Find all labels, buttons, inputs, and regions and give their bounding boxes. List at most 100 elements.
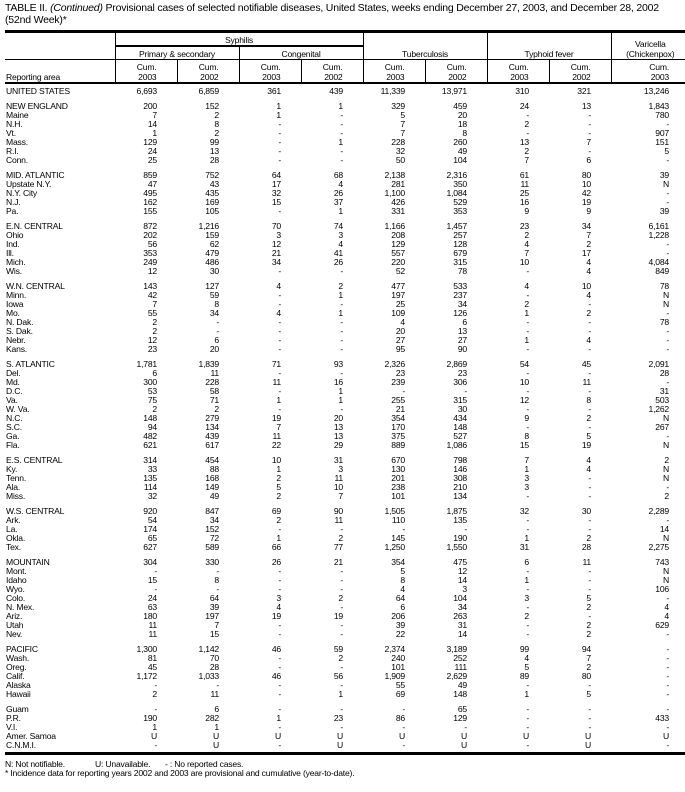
reporting-area-cell: Colo.	[6, 593, 26, 603]
value-cell: -	[464, 524, 468, 534]
value-cell: U	[523, 731, 530, 741]
value-cell: -	[526, 386, 530, 396]
cum-year: 2003	[650, 72, 670, 82]
reporting-area-cell: Nev.	[6, 629, 23, 639]
value-cell: 1,166	[384, 221, 406, 231]
value-cell: 31	[659, 386, 670, 396]
value-cell: 10	[333, 482, 344, 492]
value-cell: 110	[391, 515, 406, 525]
value-cell: 621	[143, 440, 157, 450]
value-cell: 52	[395, 266, 406, 276]
value-cell: 49	[209, 491, 219, 501]
value-cell: 7	[152, 110, 157, 120]
value-cell: 34	[209, 515, 219, 525]
value-cell: 12	[147, 266, 157, 276]
reporting-area-cell: Minn.	[6, 290, 27, 300]
value-cell: -	[588, 344, 592, 354]
value-cell: 4	[586, 455, 592, 465]
value-cell: 206	[391, 611, 406, 621]
value-cell: 23	[147, 344, 157, 354]
value-cell: -	[278, 524, 281, 534]
table-row: E.S. CENTRAL 314 454 10 31 670 798 7 4 2	[5, 456, 685, 465]
value-cell: 529	[453, 197, 468, 207]
cum-label: Cum.	[260, 62, 281, 72]
value-cell: 28	[209, 155, 219, 165]
value-cell: -	[278, 368, 281, 378]
value-cell: 7	[276, 422, 281, 432]
value-cell: 1	[338, 395, 344, 405]
header-cum-2003: Cum. 2003	[610, 59, 685, 84]
value-cell: -	[154, 566, 157, 576]
value-cell: 4	[524, 281, 530, 291]
value-cell: 26	[333, 257, 344, 267]
value-cell: -	[278, 575, 281, 585]
reporting-area-cell: Alaska	[6, 680, 31, 690]
value-cell: N	[663, 473, 670, 483]
table-row: N. Dak. 2 - - - 4 6 - - 78	[5, 318, 685, 327]
value-cell: 93	[333, 359, 344, 369]
table-row: Okla. 65 72 1 2 145 190 1 2 N	[5, 534, 685, 543]
value-cell: 617	[205, 440, 219, 450]
value-cell: 78	[659, 317, 670, 327]
value-cell: 21	[333, 557, 344, 567]
value-cell: 439	[205, 431, 219, 441]
value-cell: 99	[519, 644, 530, 654]
value-cell: 39	[395, 620, 406, 630]
value-cell: 304	[143, 557, 157, 567]
value-cell: -	[154, 584, 157, 594]
value-cell: -	[278, 326, 281, 336]
table-row: Iowa 7 8 - - 25 34 2 - N	[5, 300, 685, 309]
value-cell: 1	[338, 101, 344, 111]
value-cell: -	[588, 584, 592, 594]
value-cell: -	[588, 326, 592, 336]
value-cell: 45	[581, 359, 592, 369]
value-cell: 907	[655, 128, 670, 138]
reporting-area-cell: S. Dak.	[6, 326, 33, 336]
value-cell: 11	[582, 377, 592, 387]
value-cell: 135	[143, 473, 157, 483]
value-cell: -	[278, 722, 281, 732]
table-row: N.Y. City 495 435 32 26 1,100 1,084 25 42 -	[5, 189, 685, 198]
reporting-area-cell: Ohio	[6, 230, 24, 240]
value-cell: 2	[276, 491, 281, 501]
value-cell: 7	[338, 491, 344, 501]
value-cell: 99	[209, 137, 219, 147]
value-cell: 1	[214, 722, 219, 732]
value-cell: -	[666, 680, 670, 690]
value-cell: -	[588, 575, 592, 585]
value-cell: 6	[152, 368, 157, 378]
reporting-area-cell: Iowa	[6, 299, 24, 309]
value-cell: -	[666, 308, 670, 318]
value-cell: 1	[524, 335, 530, 345]
value-cell: -	[340, 722, 344, 732]
value-cell: N	[663, 413, 670, 423]
table-row: Amer. Samoa U U U U U U U U U	[5, 732, 685, 741]
value-cell: -	[526, 368, 530, 378]
table-row: Hawaii 2 11 - 1 69 148 1 5 -	[5, 690, 685, 699]
table-row: Minn. 42 59 - 1 197 237 - 4 N	[5, 291, 685, 300]
value-cell: 80	[581, 671, 592, 681]
value-cell: 237	[453, 290, 468, 300]
value-cell: 50	[395, 155, 406, 165]
table-row: Conn. 25 28 - - 50 104 7 6 -	[5, 156, 685, 165]
table-row: Oreg. 45 28 - - 101 111 5 2 -	[5, 663, 685, 672]
value-cell: -	[588, 110, 592, 120]
table-row: Mont. - - - - 5 12 - - N	[5, 567, 685, 576]
value-cell: 55	[147, 308, 157, 318]
value-cell: 3	[338, 464, 344, 474]
value-cell: 670	[391, 455, 406, 465]
value-cell: 2	[586, 533, 592, 543]
value-cell: -	[340, 368, 344, 378]
value-cell: -	[666, 335, 670, 345]
table-row: W. Va. 2 2 - - 21 30 - - 1,262	[5, 405, 685, 414]
reporting-area-cell: Del.	[6, 368, 21, 378]
value-cell: 375	[391, 431, 406, 441]
value-cell: -	[526, 722, 530, 732]
value-cell: 859	[143, 170, 157, 180]
value-cell: 17	[271, 179, 281, 189]
value-cell: 26	[333, 188, 344, 198]
value-cell: -	[340, 566, 344, 576]
value-cell: 197	[205, 611, 219, 621]
value-cell: 59	[209, 290, 219, 300]
value-cell: 128	[453, 239, 468, 249]
